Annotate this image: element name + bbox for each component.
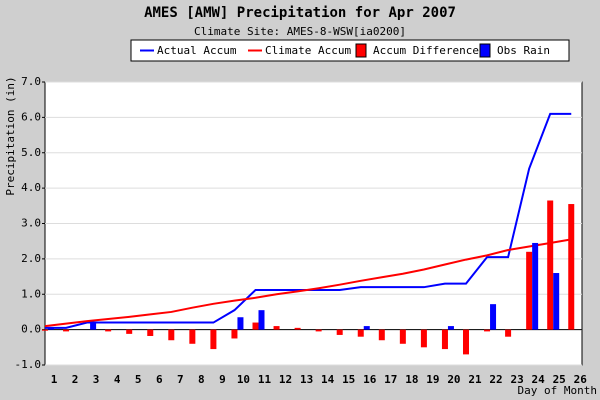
x-tick-label: 14 [321, 373, 335, 386]
bar [126, 329, 133, 334]
bar [447, 326, 454, 330]
line [44, 238, 572, 328]
x-tick-label: 13 [300, 373, 313, 386]
x-tick-label: 23 [510, 373, 523, 386]
x-tick-label: 16 [363, 373, 377, 386]
legend-swatch [355, 43, 367, 58]
x-tick-label: 5 [135, 373, 142, 386]
bar [553, 273, 560, 330]
x-tick-label: 24 [532, 373, 546, 386]
bar [189, 329, 196, 344]
bar [336, 329, 343, 335]
x-tick-label: 6 [156, 373, 163, 386]
bar [231, 329, 238, 339]
bar [90, 322, 97, 330]
bar [420, 329, 427, 348]
bar [315, 329, 322, 332]
x-tick-label: 19 [426, 373, 439, 386]
bar [568, 204, 575, 330]
bar [441, 329, 448, 350]
y-tick-label: 7.0 [21, 75, 41, 88]
legend [130, 39, 570, 62]
legend-label: Actual Accum [157, 44, 237, 57]
x-tick-label: 11 [258, 373, 272, 386]
y-tick-label: 0.0 [21, 323, 41, 336]
bar [399, 329, 406, 344]
y-tick-label: 5.0 [21, 146, 41, 159]
bar [210, 329, 217, 350]
bar [237, 317, 244, 330]
x-tick-label: 21 [468, 373, 482, 386]
bar [294, 327, 301, 330]
x-tick-label: 8 [198, 373, 205, 386]
bar [168, 329, 175, 341]
bar [505, 329, 512, 337]
bar [463, 329, 469, 355]
bar [363, 326, 370, 330]
bar [490, 304, 497, 330]
x-tick-label: 7 [177, 373, 184, 386]
bar [48, 327, 54, 330]
x-tick-label: 1 [51, 373, 58, 386]
bar [547, 200, 554, 330]
x-tick-label: 18 [405, 373, 418, 386]
x-tick-label: 15 [342, 373, 355, 386]
bar [378, 329, 385, 341]
bar [63, 329, 70, 332]
bar [357, 329, 364, 337]
bar [147, 329, 154, 336]
bar [105, 329, 112, 332]
legend-label: Obs Rain [497, 44, 550, 57]
y-tick-label: 3.0 [21, 217, 41, 230]
bar [273, 326, 280, 330]
x-tick-label: 26 [574, 373, 588, 386]
x-axis-label: Day of Month [518, 384, 597, 397]
y-tick-label: 2.0 [21, 252, 41, 265]
x-tick-label: 4 [114, 373, 121, 386]
y-tick-label: 6.0 [21, 110, 41, 123]
x-tick-label: 20 [447, 373, 460, 386]
bar [252, 322, 259, 330]
bar [484, 329, 491, 332]
y-axis-label: Precipitation (in) [4, 76, 17, 195]
y-tick-label: 4.0 [21, 181, 41, 194]
y-tick-label: -1.0 [15, 358, 42, 371]
x-tick-label: 17 [384, 373, 397, 386]
y-tick-label: 1.0 [21, 287, 41, 300]
chart-title: AMES [AMW] Precipitation for Apr 2007 [144, 5, 456, 21]
bar [42, 329, 48, 331]
x-tick-label: 9 [219, 373, 226, 386]
legend-swatch [479, 43, 491, 58]
x-tick-label: 10 [237, 373, 250, 386]
x-tick-label: 25 [553, 373, 566, 386]
bar [258, 310, 265, 330]
x-tick-label: 12 [279, 373, 292, 386]
chart-subtitle: Climate Site: AMES-8-WSW[ia0200] [194, 25, 406, 38]
legend-label: Accum Difference [373, 44, 479, 57]
x-tick-label: 22 [489, 373, 502, 386]
bar [526, 251, 533, 330]
x-tick-label: 2 [72, 373, 79, 386]
legend-label: Climate Accum [265, 44, 351, 57]
bar [532, 242, 539, 330]
x-tick-label: 3 [93, 373, 100, 386]
